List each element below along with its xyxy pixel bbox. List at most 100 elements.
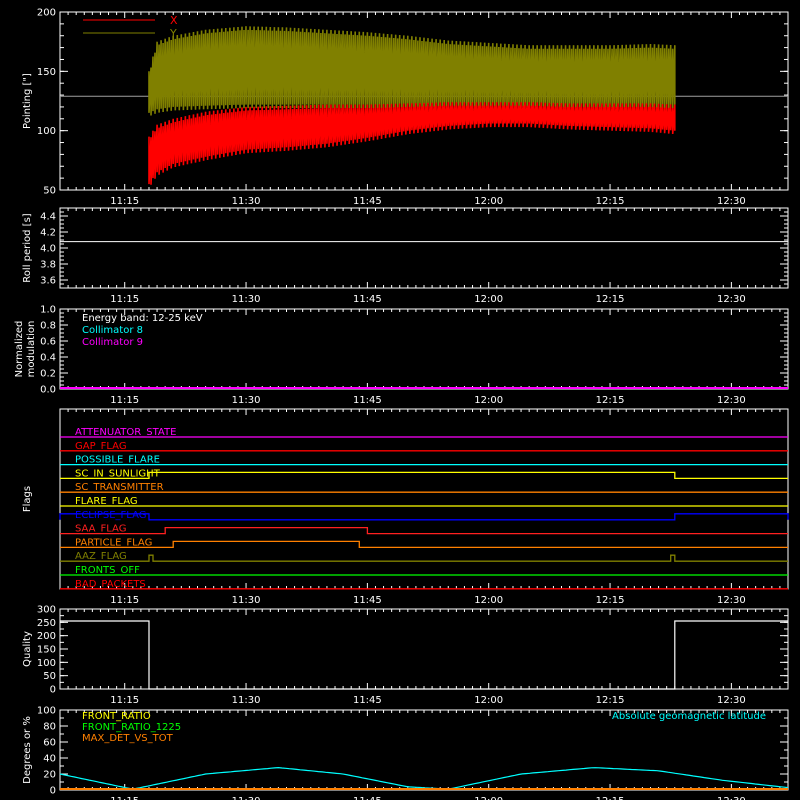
x-tick-label: 11:30 [232,196,261,207]
y-tick-label: 100 [37,126,56,137]
y-tick-label: 250 [37,618,56,629]
y-tick-label: 100 [37,658,56,669]
x-tick-label: 11:15 [110,796,139,800]
flag-label-sc-in-sunlight: SC_IN_SUNLIGHT [75,468,161,479]
x-tick-label: 12:00 [474,796,503,800]
x-tick-label: 11:45 [353,395,382,406]
x-tick-label: 11:15 [110,595,139,606]
y-tick-label: 0.2 [40,369,56,380]
x-tick-label: 12:30 [717,595,746,606]
flag-trace-particle-flag [60,540,788,549]
y-tick-label: 50 [43,671,56,682]
x-tick-label: 12:15 [596,695,625,706]
flag-trace-saa-flag [60,526,788,535]
energy-band-annotation: Energy band: 12-25 keV [82,313,203,324]
flag-label-sc-transmitter: SC_TRANSMITTER [75,482,164,493]
y-tick-label: 4.4 [40,212,56,223]
flag-trace-sc-in-sunlight [60,471,788,480]
panel-roll: 11:15 11:30 11:45 12:00 12:15 12:30 Roll perio… [22,207,789,305]
flag-label-flare-flag: FLARE_FLAG [75,496,138,507]
legend-label-y: Y [169,27,177,40]
flag-label-gap-flag: GAP_FLAG [75,441,127,452]
y-tick-label: 1.0 [40,305,56,316]
x-tick-label: 11:15 [110,196,139,207]
panel-flags: 11:15 11:30 11:45 12:00 12:15 12:30 Flags ATTEN… [22,408,789,606]
flag-trace-eclipse-flag [59,513,789,521]
y-axis-label: Roll period [s] [22,213,33,282]
panels: 11:15 11:30 11:45 12:00 12:15 12:30 Pointing [… [14,8,789,800]
x-tick-label: 12:15 [596,196,625,207]
x-tick-label: 12:15 [596,796,625,800]
x-tick-label: 11:45 [353,695,382,706]
y-tick-label: 150 [37,67,56,78]
y-tick-label: 80 [43,722,56,733]
y-tick-label: 60 [43,738,56,749]
flag-label-aaz-flag: AAZ_FLAG [75,551,127,562]
panel-pointing: 11:15 11:30 11:45 12:00 12:15 12:30 Pointing [… [22,8,789,207]
x-tick-label: 11:15 [110,695,139,706]
x-tick-label: 11:15 [110,395,139,406]
y-axis-label: modulation [26,321,37,378]
x-tick-label: 12:30 [717,196,746,207]
y-tick-label: 20 [43,770,56,781]
y-tick-label: 0 [50,786,56,797]
y-tick-label: 4.0 [40,244,56,255]
pointing-series-y [148,26,676,116]
x-tick-label: 12:00 [474,395,503,406]
x-tick-label: 12:15 [596,595,625,606]
y-tick-label: 3.6 [40,276,56,287]
y-tick-label: 0.0 [40,385,56,396]
y-axis-label: Normalized [14,321,25,378]
x-tick-label: 11:45 [353,196,382,207]
panel-geomag: 11:15 11:30 11:45 12:00 12:15 12:30 Degrees or… [22,706,789,800]
flag-label-eclipse-flag: ECLIPSE_FLAG [75,510,146,521]
x-tick-label: 11:30 [232,395,261,406]
y-tick-label: 0.6 [40,337,56,348]
geomag-latitude-line [59,766,789,790]
y-tick-label: 3.8 [40,260,56,271]
flag-label-bad-packets: BAD_PACKETS [75,579,146,590]
y-tick-label: 0 [50,685,56,696]
legend-collimator-8: Collimator 8 [82,325,143,336]
flag-trace-aaz-flag [60,554,788,562]
legend-label-x: X [170,14,178,27]
quality-line [60,620,788,690]
y-axis-label: Pointing ["] [22,73,33,129]
x-tick-label: 12:30 [717,294,746,305]
x-tick-label: 11:15 [110,294,139,305]
legend-front-ratio-1225: FRONT_RATIO_1225 [82,722,181,733]
flag-label-attenuator-state: ATTENUATOR_STATE [75,427,176,438]
y-tick-label: 40 [43,754,56,765]
x-tick-label: 11:45 [353,595,382,606]
y-axis-label: Quality [22,631,33,667]
legend-geomag-latitude: Absolute geomagnetic latitude [612,711,766,722]
x-tick-label: 12:00 [474,294,503,305]
panel-quality: 11:15 11:30 11:45 12:00 12:15 12:30 Quality 0 50… [22,605,789,706]
x-tick-label: 11:30 [232,796,261,800]
legend-collimator-9: Collimator 9 [82,337,143,348]
y-axis-label: Flags [22,486,33,512]
y-tick-label: 0.4 [40,353,56,364]
legend-max-det-vs-tot: MAX_DET_VS_TOT [82,733,174,744]
y-tick-label: 0.8 [40,321,56,332]
pointing-series-x [148,102,676,185]
y-tick-label: 200 [37,631,56,642]
x-tick-label: 12:30 [717,796,746,800]
y-tick-label: 150 [37,645,56,656]
panel-modulation: 11:15 11:30 11:45 12:00 12:15 12:30 Normalized… [14,305,789,406]
flag-label-particle-flag: PARTICLE_FLAG [75,537,152,548]
x-tick-label: 11:45 [353,796,382,800]
x-tick-label: 11:45 [353,294,382,305]
x-tick-label: 12:15 [596,294,625,305]
flag-label-possible-flare: POSSIBLE_FLARE [75,455,160,466]
x-tick-label: 12:30 [717,695,746,706]
x-tick-label: 12:30 [717,395,746,406]
x-tick-label: 11:30 [232,294,261,305]
legend-front-ratio: FRONT_RATIO [82,711,151,722]
y-tick-label: 300 [37,605,56,616]
x-tick-label: 11:30 [232,595,261,606]
y-tick-label: 4.2 [40,228,56,239]
x-tick-label: 12:00 [474,196,503,207]
